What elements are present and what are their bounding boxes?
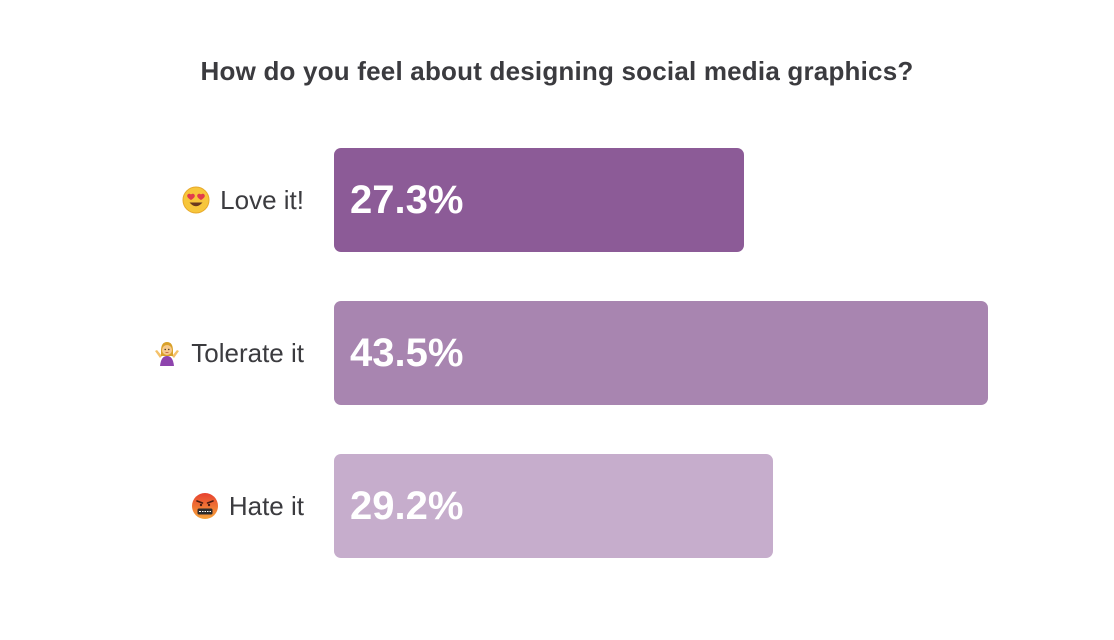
bar-row-tolerate-it: Tolerate it 43.5% — [0, 301, 1114, 405]
bar-row-hate-it: Hate it 29.2% — [0, 454, 1114, 558]
bar-love-it: 27.3% — [334, 148, 744, 252]
category-text: Love it! — [220, 184, 304, 215]
chart-title: How do you feel about designing social m… — [200, 56, 914, 86]
bar-tolerate-it: 43.5% — [334, 301, 988, 405]
value-label-tolerate-it: 43.5% — [350, 330, 464, 375]
category-label-hate-it: Hate it — [191, 454, 304, 558]
category-label-tolerate-it: Tolerate it — [153, 301, 304, 405]
category-label-love-it: Love it! — [182, 148, 304, 252]
heart-eyes-emoji-icon — [182, 186, 210, 214]
angry-cursing-face-emoji-icon — [191, 493, 218, 519]
shrugging-woman-emoji-icon — [155, 342, 180, 366]
bar-row-love-it: Love it! 27.3% — [0, 148, 1114, 252]
value-label-hate-it: 29.2% — [350, 483, 464, 528]
category-text: Hate it — [228, 490, 304, 521]
category-text: Tolerate it — [191, 337, 304, 368]
bar-hate-it: 29.2% — [334, 454, 773, 558]
value-label-love-it: 27.3% — [350, 177, 464, 222]
